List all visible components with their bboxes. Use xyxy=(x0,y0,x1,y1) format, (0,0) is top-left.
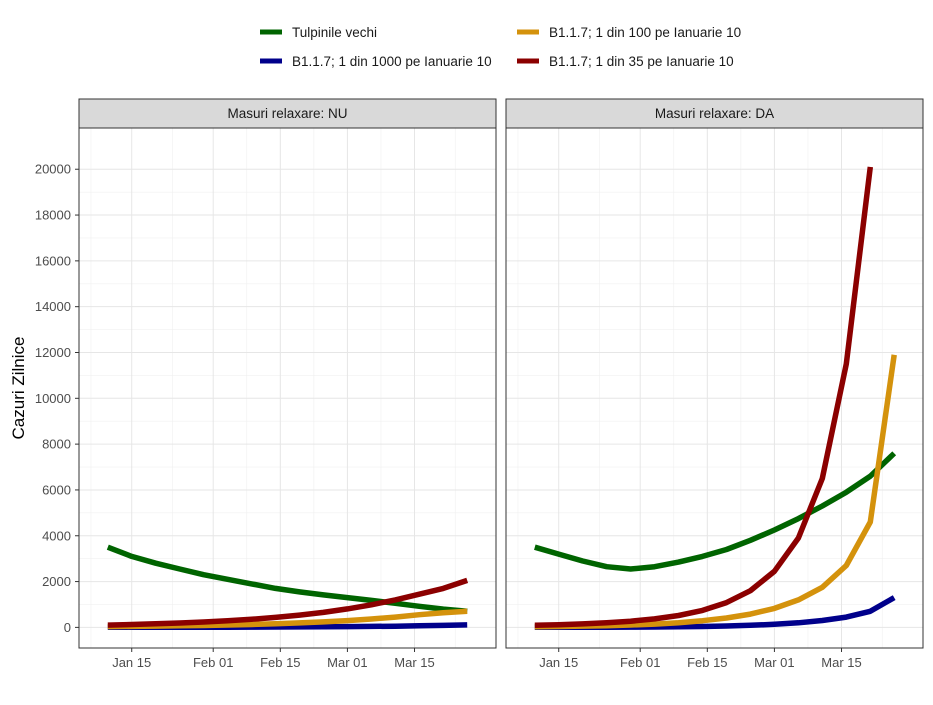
y-tick-label-4: 8000 xyxy=(42,437,71,452)
series-line-p1-1 xyxy=(106,544,468,615)
y-tick-label-3: 6000 xyxy=(42,482,71,497)
x-tick-label: Feb 01 xyxy=(620,655,660,670)
panel-bg-1 xyxy=(79,128,496,648)
legend-label-1: Tulpinile vechi xyxy=(292,25,377,40)
y-tick-label-7: 14000 xyxy=(35,299,71,314)
x-tick-label: Mar 15 xyxy=(821,655,861,670)
x-tick-label: Jan 15 xyxy=(112,655,151,670)
x-tick-label: Feb 01 xyxy=(193,655,233,670)
x-tick-label: Feb 15 xyxy=(687,655,727,670)
legend-label-2: B1.1.7; 1 din 100 pe Ianuarie 10 xyxy=(549,25,741,40)
panel-strip-1 xyxy=(78,98,497,129)
y-axis-label: Cazuri Zilnice xyxy=(9,337,28,440)
series-line-p2-1 xyxy=(534,451,897,572)
panel-bg-2 xyxy=(506,128,923,648)
x-tick-label: Jan 15 xyxy=(539,655,578,670)
y-tick-label-1: 2000 xyxy=(42,574,71,589)
y-tick-label-0: 0 xyxy=(64,620,71,635)
x-tick-label: Feb 15 xyxy=(260,655,300,670)
y-tick-label-6: 12000 xyxy=(35,345,71,360)
panel-title-2: Masuri relaxare: DA xyxy=(655,106,774,121)
y-tick-label-9: 18000 xyxy=(35,208,71,223)
y-tick-label-5: 10000 xyxy=(35,391,71,406)
x-tick-label: Mar 01 xyxy=(327,655,367,670)
legend-label-4: B1.1.7; 1 din 35 pe Ianuarie 10 xyxy=(549,54,734,69)
panel-title-1: Masuri relaxare: NU xyxy=(227,106,347,121)
y-tick-label-10: 20000 xyxy=(35,162,71,177)
x-tick-label: Mar 01 xyxy=(754,655,794,670)
panel-strip-2 xyxy=(505,98,924,129)
series-line-p1-4 xyxy=(107,577,469,628)
legend-label-3: B1.1.7; 1 din 1000 pe Ianuarie 10 xyxy=(292,54,492,69)
panel-border-2 xyxy=(505,127,924,649)
series-line-p2-4 xyxy=(534,166,874,629)
x-tick-label: Mar 15 xyxy=(394,655,434,670)
panel-border-1 xyxy=(78,127,497,649)
y-tick-label-8: 16000 xyxy=(35,253,71,268)
y-tick-label-2: 4000 xyxy=(42,528,71,543)
